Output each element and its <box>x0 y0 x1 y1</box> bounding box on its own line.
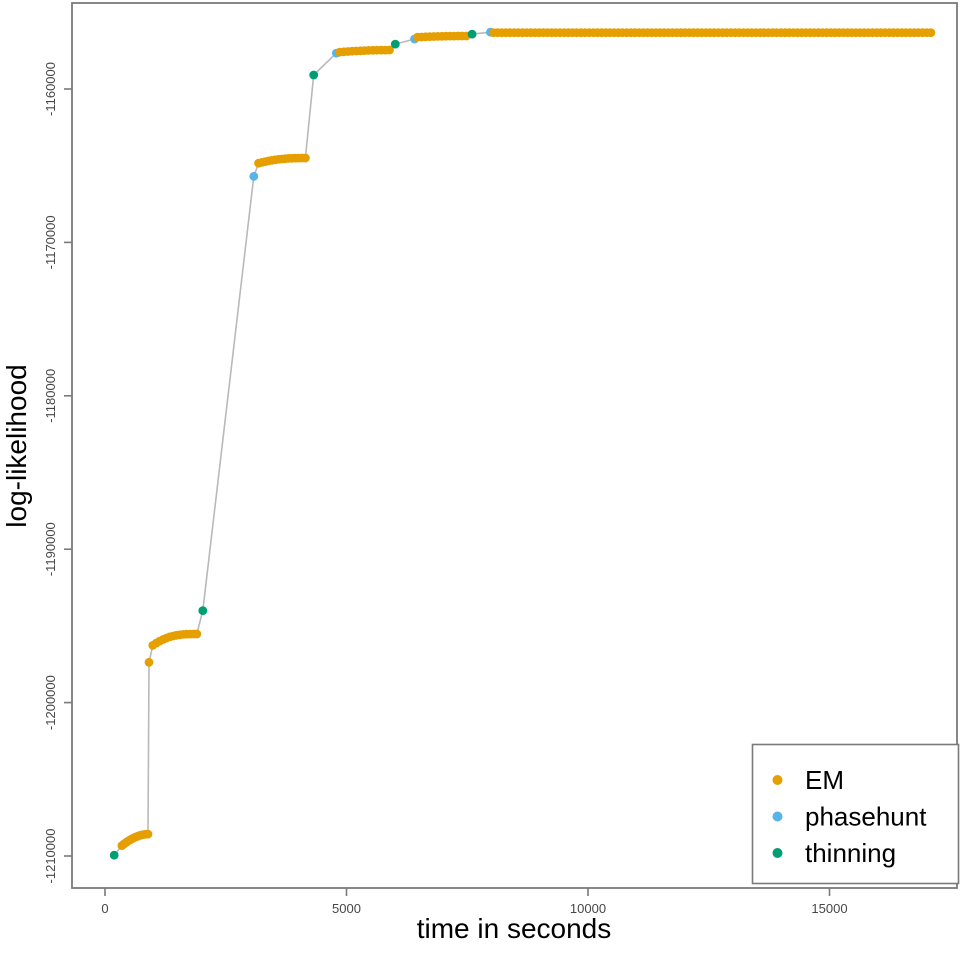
data-point-thinning <box>198 606 208 615</box>
x-tick-label: 15000 <box>811 901 847 916</box>
legend-label-thinning: thinning <box>805 838 896 868</box>
trajectory-line <box>113 31 931 856</box>
data-point-layer <box>109 27 936 860</box>
x-tick-label: 10000 <box>570 901 606 916</box>
data-point-EM <box>385 45 394 55</box>
data-point-thinning <box>309 70 319 80</box>
y-axis: -1160000 -1170000 -1180000 -1190000 -1200000… <box>43 62 72 883</box>
data-point-EM <box>301 153 310 163</box>
data-point-EM <box>144 657 154 667</box>
legend-swatch-EM <box>772 775 783 785</box>
y-tick-label: -1200000 <box>43 675 58 730</box>
legend-swatch-phasehunt <box>772 811 783 822</box>
x-axis: 0 5000 10000 15000 <box>101 888 848 916</box>
legend-swatch-thinning <box>772 848 783 858</box>
x-tick-label: 5000 <box>332 901 361 916</box>
data-point-thinning <box>467 29 477 39</box>
y-tick-label: -1180000 <box>43 369 58 423</box>
y-tick-label: -1170000 <box>43 215 58 269</box>
y-tick-label: -1190000 <box>43 522 58 576</box>
data-point-EM <box>192 629 202 639</box>
x-tick-label: 0 <box>101 901 108 916</box>
y-tick-label: -1210000 <box>43 829 58 884</box>
legend: EM phasehunt thinning <box>751 743 960 885</box>
data-point-thinning <box>390 39 400 49</box>
legend-label-phasehunt: phasehunt <box>805 802 927 832</box>
data-point-thinning <box>109 850 119 860</box>
x-axis-title: time in seconds <box>417 913 612 944</box>
y-tick-label: -1160000 <box>43 62 58 116</box>
y-axis-title: log-likelihood <box>1 364 32 527</box>
legend-label-EM: EM <box>805 765 844 795</box>
data-line-layer <box>113 31 931 856</box>
plot-panel <box>71 2 958 889</box>
legend-box <box>751 743 960 885</box>
data-point-phasehunt <box>249 172 259 181</box>
data-point-EM <box>143 829 153 839</box>
data-point-EM <box>926 28 936 38</box>
